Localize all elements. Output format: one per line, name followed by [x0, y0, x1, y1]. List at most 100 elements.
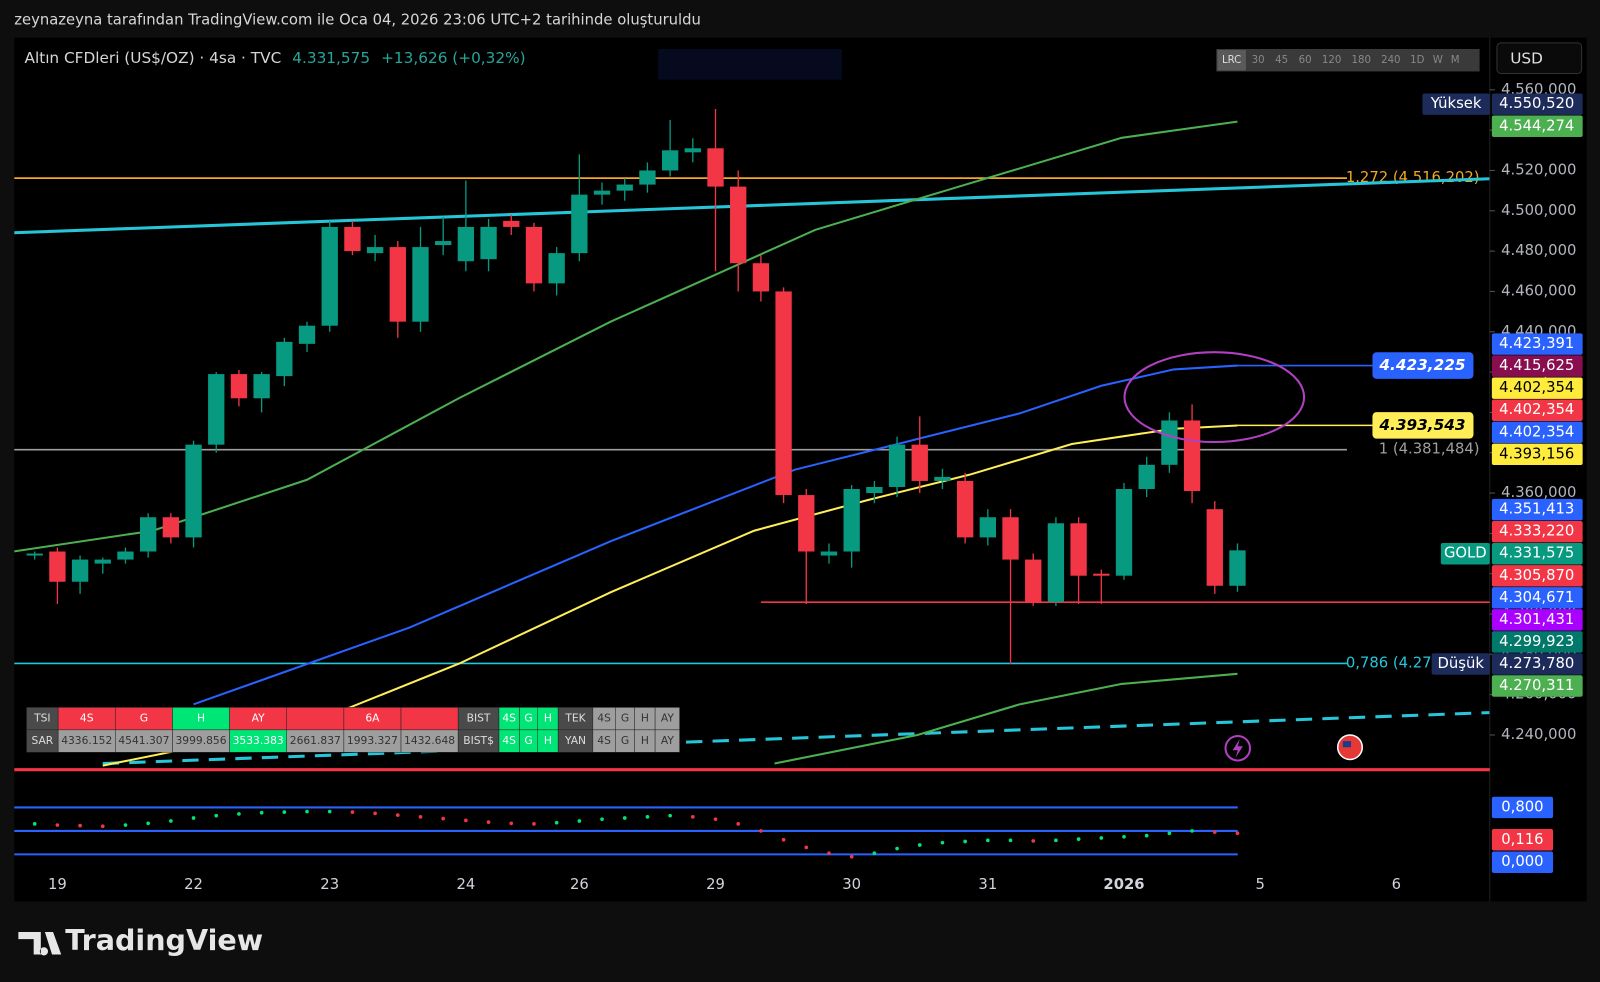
price-label: 4.402,354: [1499, 423, 1574, 440]
y-tick-label: 4.460,000: [1501, 282, 1576, 299]
osc-label: 0,800: [1501, 798, 1543, 815]
table-cell-text: H: [544, 734, 552, 747]
candle-body: [412, 247, 429, 322]
footer-logo: TradingView: [65, 923, 263, 957]
osc-dot: [963, 839, 967, 844]
osc-dot: [1008, 838, 1013, 843]
osc-dot: [668, 813, 672, 818]
candle-body: [1047, 523, 1065, 602]
table-cell-text: 4S: [502, 712, 516, 725]
candle-body: [979, 517, 996, 538]
candle-body: [911, 444, 928, 481]
osc-dot: [1167, 831, 1172, 836]
table-cell-text: 6A: [365, 712, 380, 725]
moving-average: [774, 672, 1238, 765]
osc-dot: [146, 821, 150, 826]
candle-body: [1183, 420, 1201, 492]
price-label: 4.415,625: [1499, 357, 1574, 374]
osc-dot: [1144, 833, 1149, 838]
table-cell-text: 4541.307: [118, 734, 169, 747]
candle-body: [1093, 573, 1110, 576]
candle-body: [208, 374, 225, 445]
price-label-box: [1491, 115, 1583, 137]
osc-dot: [1099, 836, 1104, 840]
table-cell-text: H: [641, 712, 649, 725]
osc-dot: [600, 817, 604, 822]
interval-label: 60: [1299, 55, 1312, 66]
candle-body: [730, 186, 747, 264]
table-cell-text: YAN: [564, 734, 586, 747]
price-label-box: [1491, 675, 1583, 697]
interval-label: 45: [1275, 55, 1288, 66]
osc-dot: [395, 813, 400, 817]
osc-dot: [259, 810, 264, 815]
price-label-box: [1491, 653, 1583, 675]
price-label: 4.273,780: [1499, 655, 1574, 672]
flag-canton: [1342, 741, 1352, 748]
table-cell-text: G: [524, 712, 532, 725]
price-label-box: [1491, 399, 1583, 421]
osc-label-box: [1491, 796, 1554, 819]
candle-body: [480, 226, 497, 260]
candle-body: [26, 553, 43, 556]
interval-label: 30: [1252, 55, 1265, 66]
interval-button: [1293, 50, 1317, 71]
level-label: 1 (4.381,484): [1379, 441, 1480, 458]
price-tag: Yüksek: [1430, 95, 1482, 112]
legend-change: +13,626 (+0,32%): [381, 49, 526, 67]
candle-body: [321, 226, 338, 326]
osc-dot: [940, 840, 945, 845]
table-cell: [400, 707, 459, 731]
candle-body: [344, 226, 361, 252]
table-cell-text: 4S: [80, 712, 94, 725]
osc-dot: [78, 823, 82, 828]
osc-dot: [895, 846, 899, 851]
price-label: 4.402,354: [1499, 379, 1574, 396]
candle-body: [661, 150, 679, 171]
candle-body: [1161, 420, 1178, 465]
interval-label: LRC: [1222, 55, 1241, 66]
table-cell-text: G: [621, 734, 629, 747]
interval-button: [1317, 50, 1346, 71]
candle-body: [140, 517, 157, 552]
interval-label: 120: [1322, 55, 1341, 66]
candle-body: [1115, 489, 1133, 576]
table-cell: [654, 729, 680, 753]
osc-dot: [169, 819, 173, 823]
candle-body: [366, 247, 384, 254]
candle-body: [525, 226, 543, 284]
table-cell-text: G: [524, 734, 532, 747]
price-label: 4.393,156: [1499, 445, 1574, 462]
candle-body: [616, 184, 633, 191]
osc-dot: [418, 814, 423, 819]
price-label: 4.270,311: [1499, 677, 1574, 694]
osc-dot: [622, 816, 627, 820]
x-tick-label: 6: [1392, 876, 1401, 893]
price-tag-box: [1431, 653, 1490, 675]
osc-label: 0,116: [1501, 831, 1543, 848]
osc-dot: [123, 823, 128, 827]
candle-body: [956, 480, 974, 538]
candle-body: [503, 220, 520, 227]
annotation-ellipse: [1123, 351, 1306, 444]
osc-dot: [827, 851, 831, 856]
price-tag-box: [1422, 93, 1490, 115]
candle-body: [798, 495, 815, 552]
candle-body: [71, 559, 89, 582]
table-cell-text: AY: [252, 712, 265, 725]
candle-body: [639, 170, 656, 185]
moving-average: [193, 364, 1238, 706]
legend: Altın CFDleri (US$/OZ) · 4sa · TVC 4.331…: [24, 49, 525, 67]
osc-dot: [849, 854, 854, 859]
interval-label: 180: [1351, 55, 1370, 66]
table-cell: [286, 707, 345, 731]
price-label-box: [1491, 565, 1583, 587]
table-cell-text: H: [197, 712, 205, 725]
event-icon[interactable]: [1224, 734, 1252, 762]
currency-button[interactable]: [1496, 42, 1583, 75]
interval-button: [1346, 50, 1376, 71]
candle-body: [49, 551, 66, 582]
interval-button: [1446, 50, 1464, 71]
osc-dot: [1054, 838, 1058, 843]
